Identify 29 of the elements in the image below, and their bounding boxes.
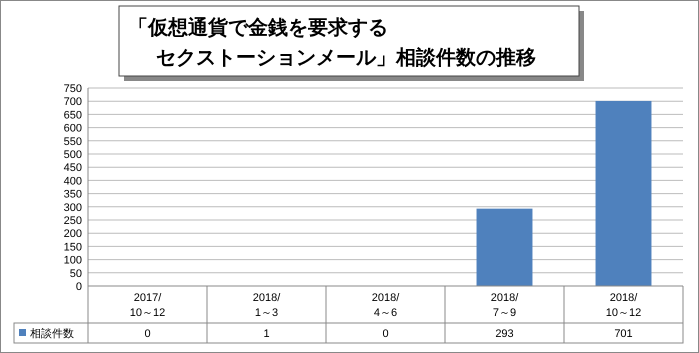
- x-tick-label: 2018/ 1～3: [252, 292, 282, 319]
- x-tick-label: 2018/ 4～6: [372, 292, 400, 319]
- data-label: 1: [263, 328, 270, 340]
- legend-label: 相談件数: [30, 327, 74, 340]
- chart-title: 「仮想通貨で金銭を要求する: [128, 16, 388, 39]
- y-tick-label: 350: [64, 188, 82, 201]
- y-tick-label: 500: [64, 149, 82, 161]
- y-tick-label: 700: [64, 96, 82, 108]
- y-tick-label: 150: [64, 241, 82, 254]
- y-tick-label: 400: [64, 175, 82, 188]
- y-tick-label: 650: [64, 109, 82, 122]
- data-label: 0: [144, 328, 151, 340]
- y-tick-label: 450: [64, 162, 82, 174]
- y-tick-label: 250: [64, 215, 82, 227]
- y-tick-label: 200: [64, 228, 82, 240]
- data-label: 0: [382, 328, 389, 340]
- x-tick-label: 2017/ 10～12: [130, 292, 166, 319]
- chart-subtitle: セクストーションメール」相談件数の推移: [156, 46, 536, 69]
- data-label: 293: [495, 328, 514, 340]
- y-tick-label: 300: [64, 202, 82, 214]
- data-label: 701: [614, 328, 633, 340]
- y-tick-label: 550: [64, 136, 82, 148]
- y-tick-label: 100: [64, 254, 82, 267]
- y-tick-label: 600: [64, 122, 82, 135]
- x-tick-label: 2018/ 10～12: [606, 292, 642, 319]
- y-tick-label: 750: [64, 83, 82, 95]
- y-tick-label: 0: [76, 281, 82, 293]
- x-tick-label: 2018/ 7～9: [490, 292, 520, 319]
- y-tick-label: 50: [70, 268, 82, 280]
